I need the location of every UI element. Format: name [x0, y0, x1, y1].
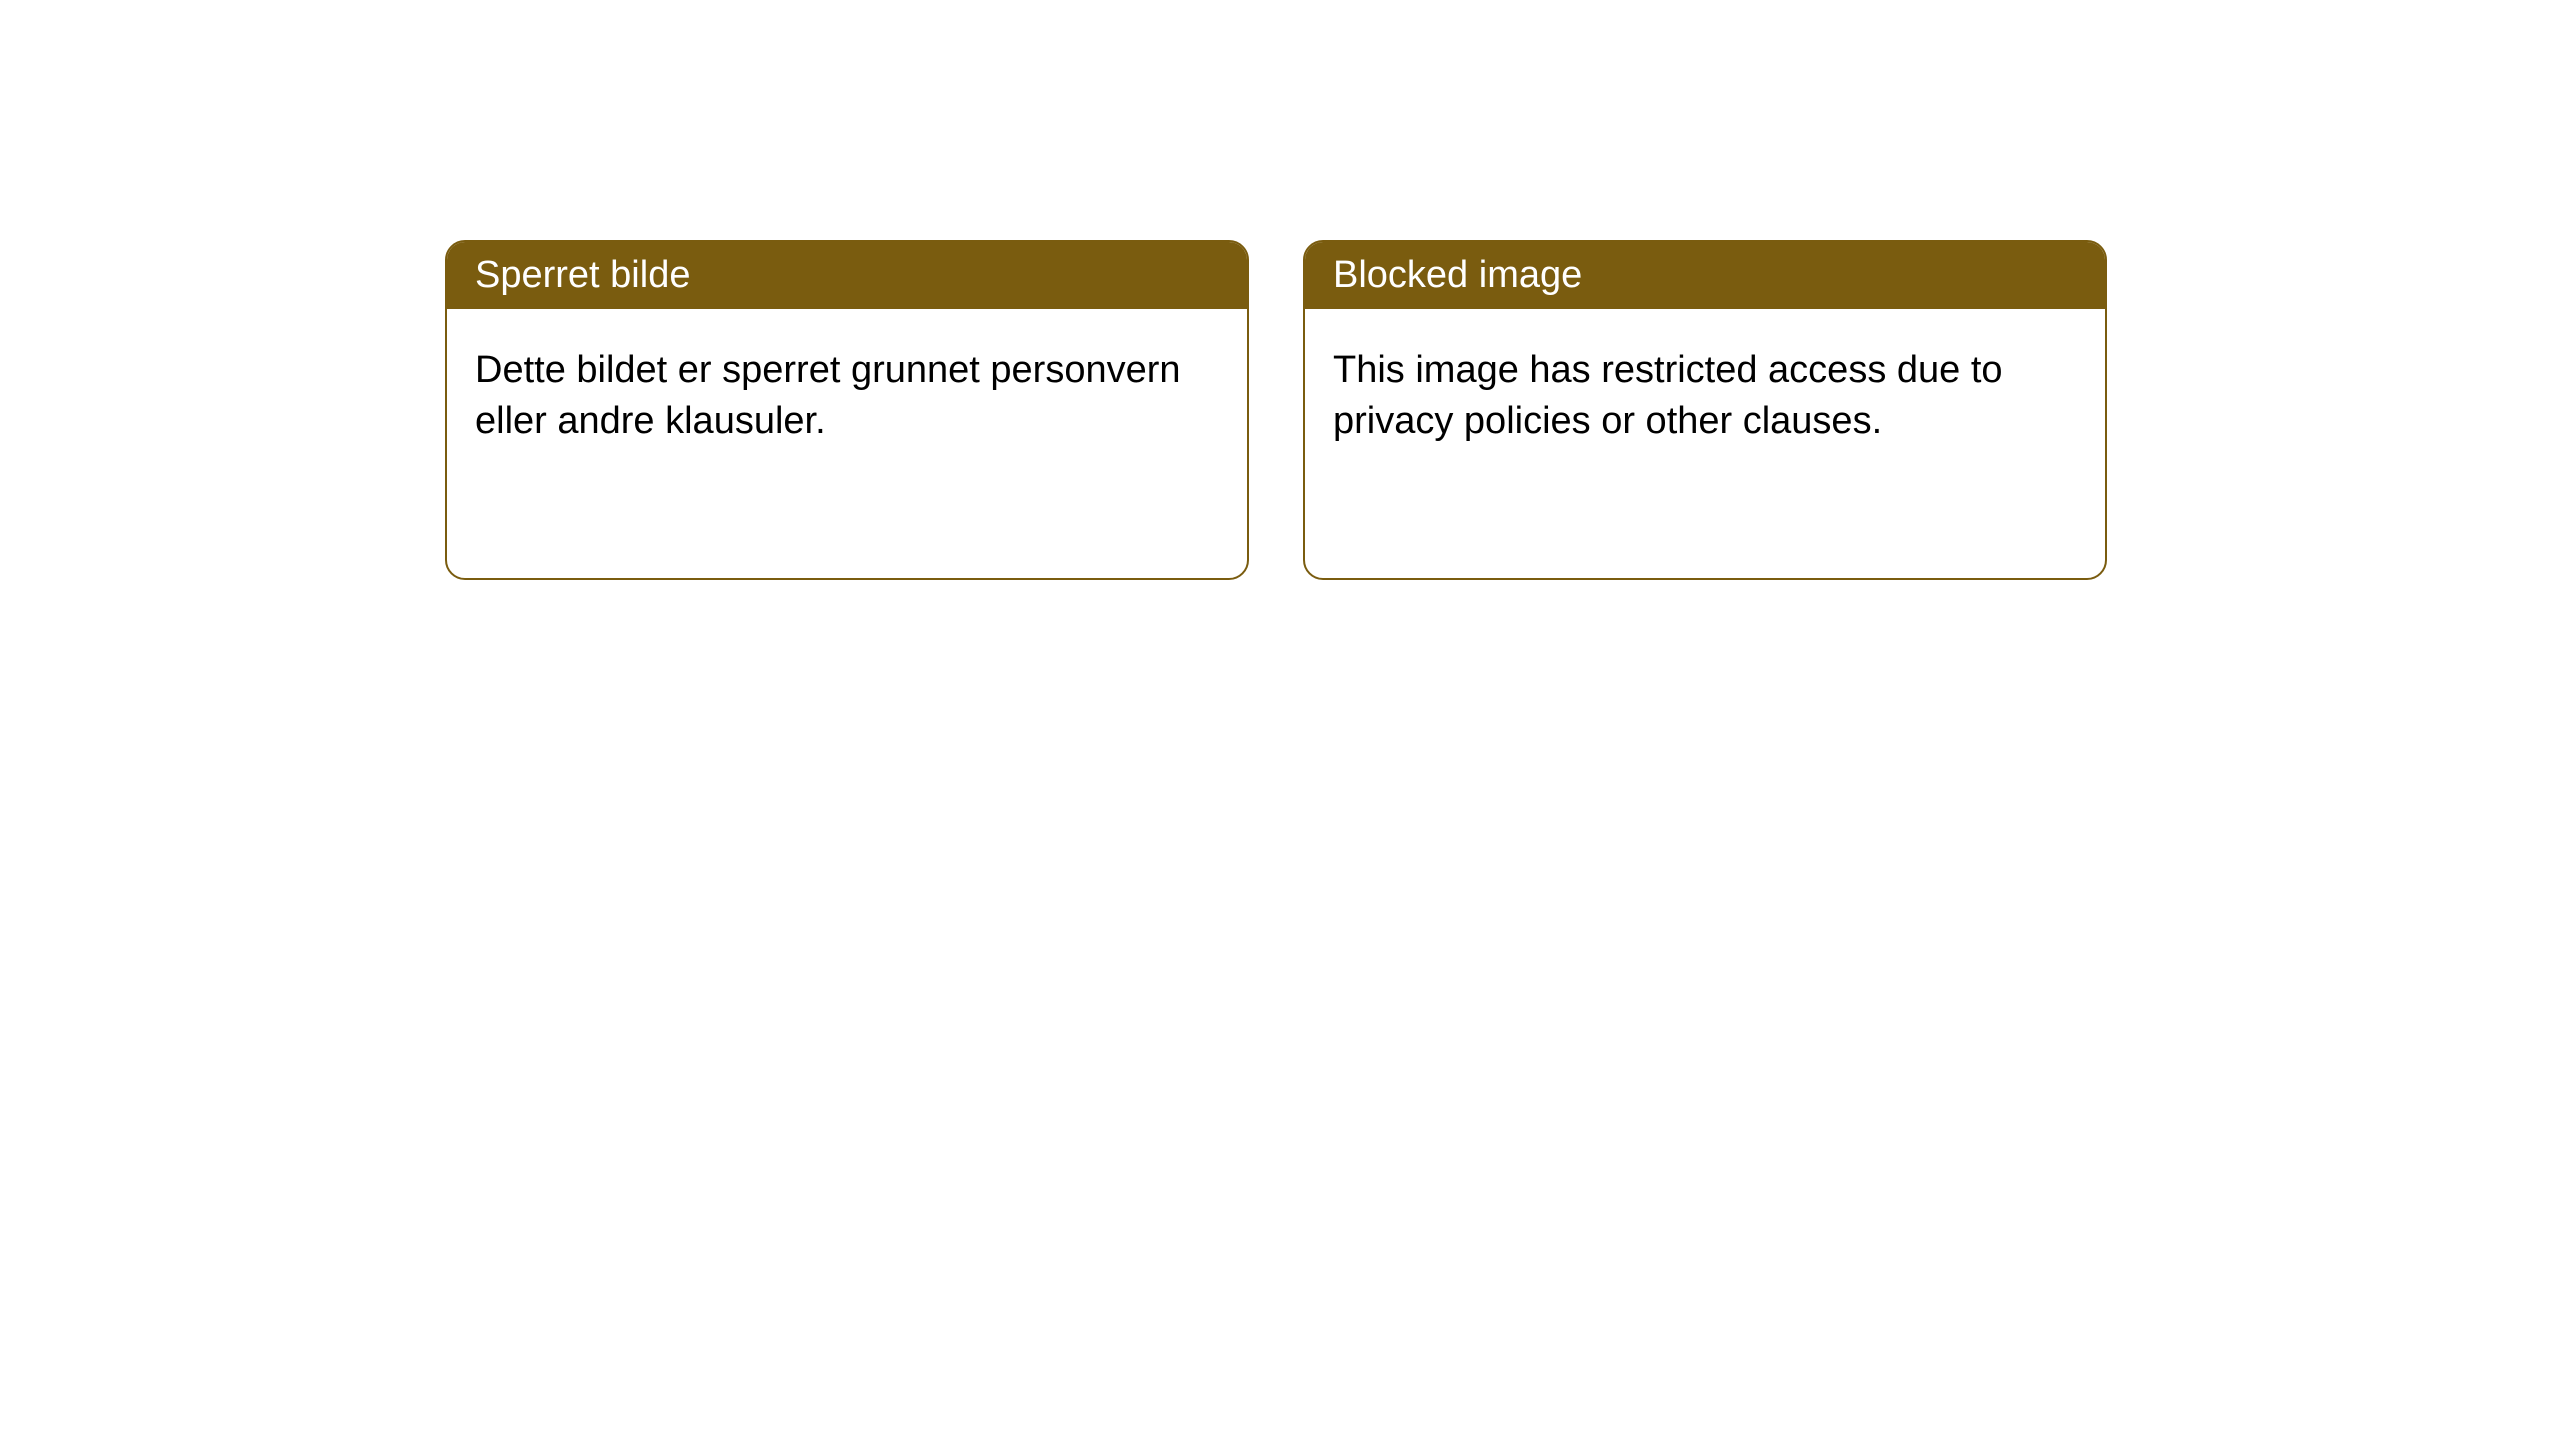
card-title: Blocked image — [1333, 254, 1582, 296]
notice-card-english: Blocked image This image has restricted … — [1303, 240, 2107, 580]
card-header-norwegian: Sperret bilde — [447, 242, 1247, 309]
notice-container: Sperret bilde Dette bildet er sperret gr… — [0, 0, 2560, 580]
card-body-english: This image has restricted access due to … — [1305, 309, 2105, 484]
card-body-text: Dette bildet er sperret grunnet personve… — [475, 349, 1181, 442]
card-body-text: This image has restricted access due to … — [1333, 349, 2003, 442]
card-header-english: Blocked image — [1305, 242, 2105, 309]
notice-card-norwegian: Sperret bilde Dette bildet er sperret gr… — [445, 240, 1249, 580]
card-body-norwegian: Dette bildet er sperret grunnet personve… — [447, 309, 1247, 484]
card-title: Sperret bilde — [475, 254, 690, 296]
